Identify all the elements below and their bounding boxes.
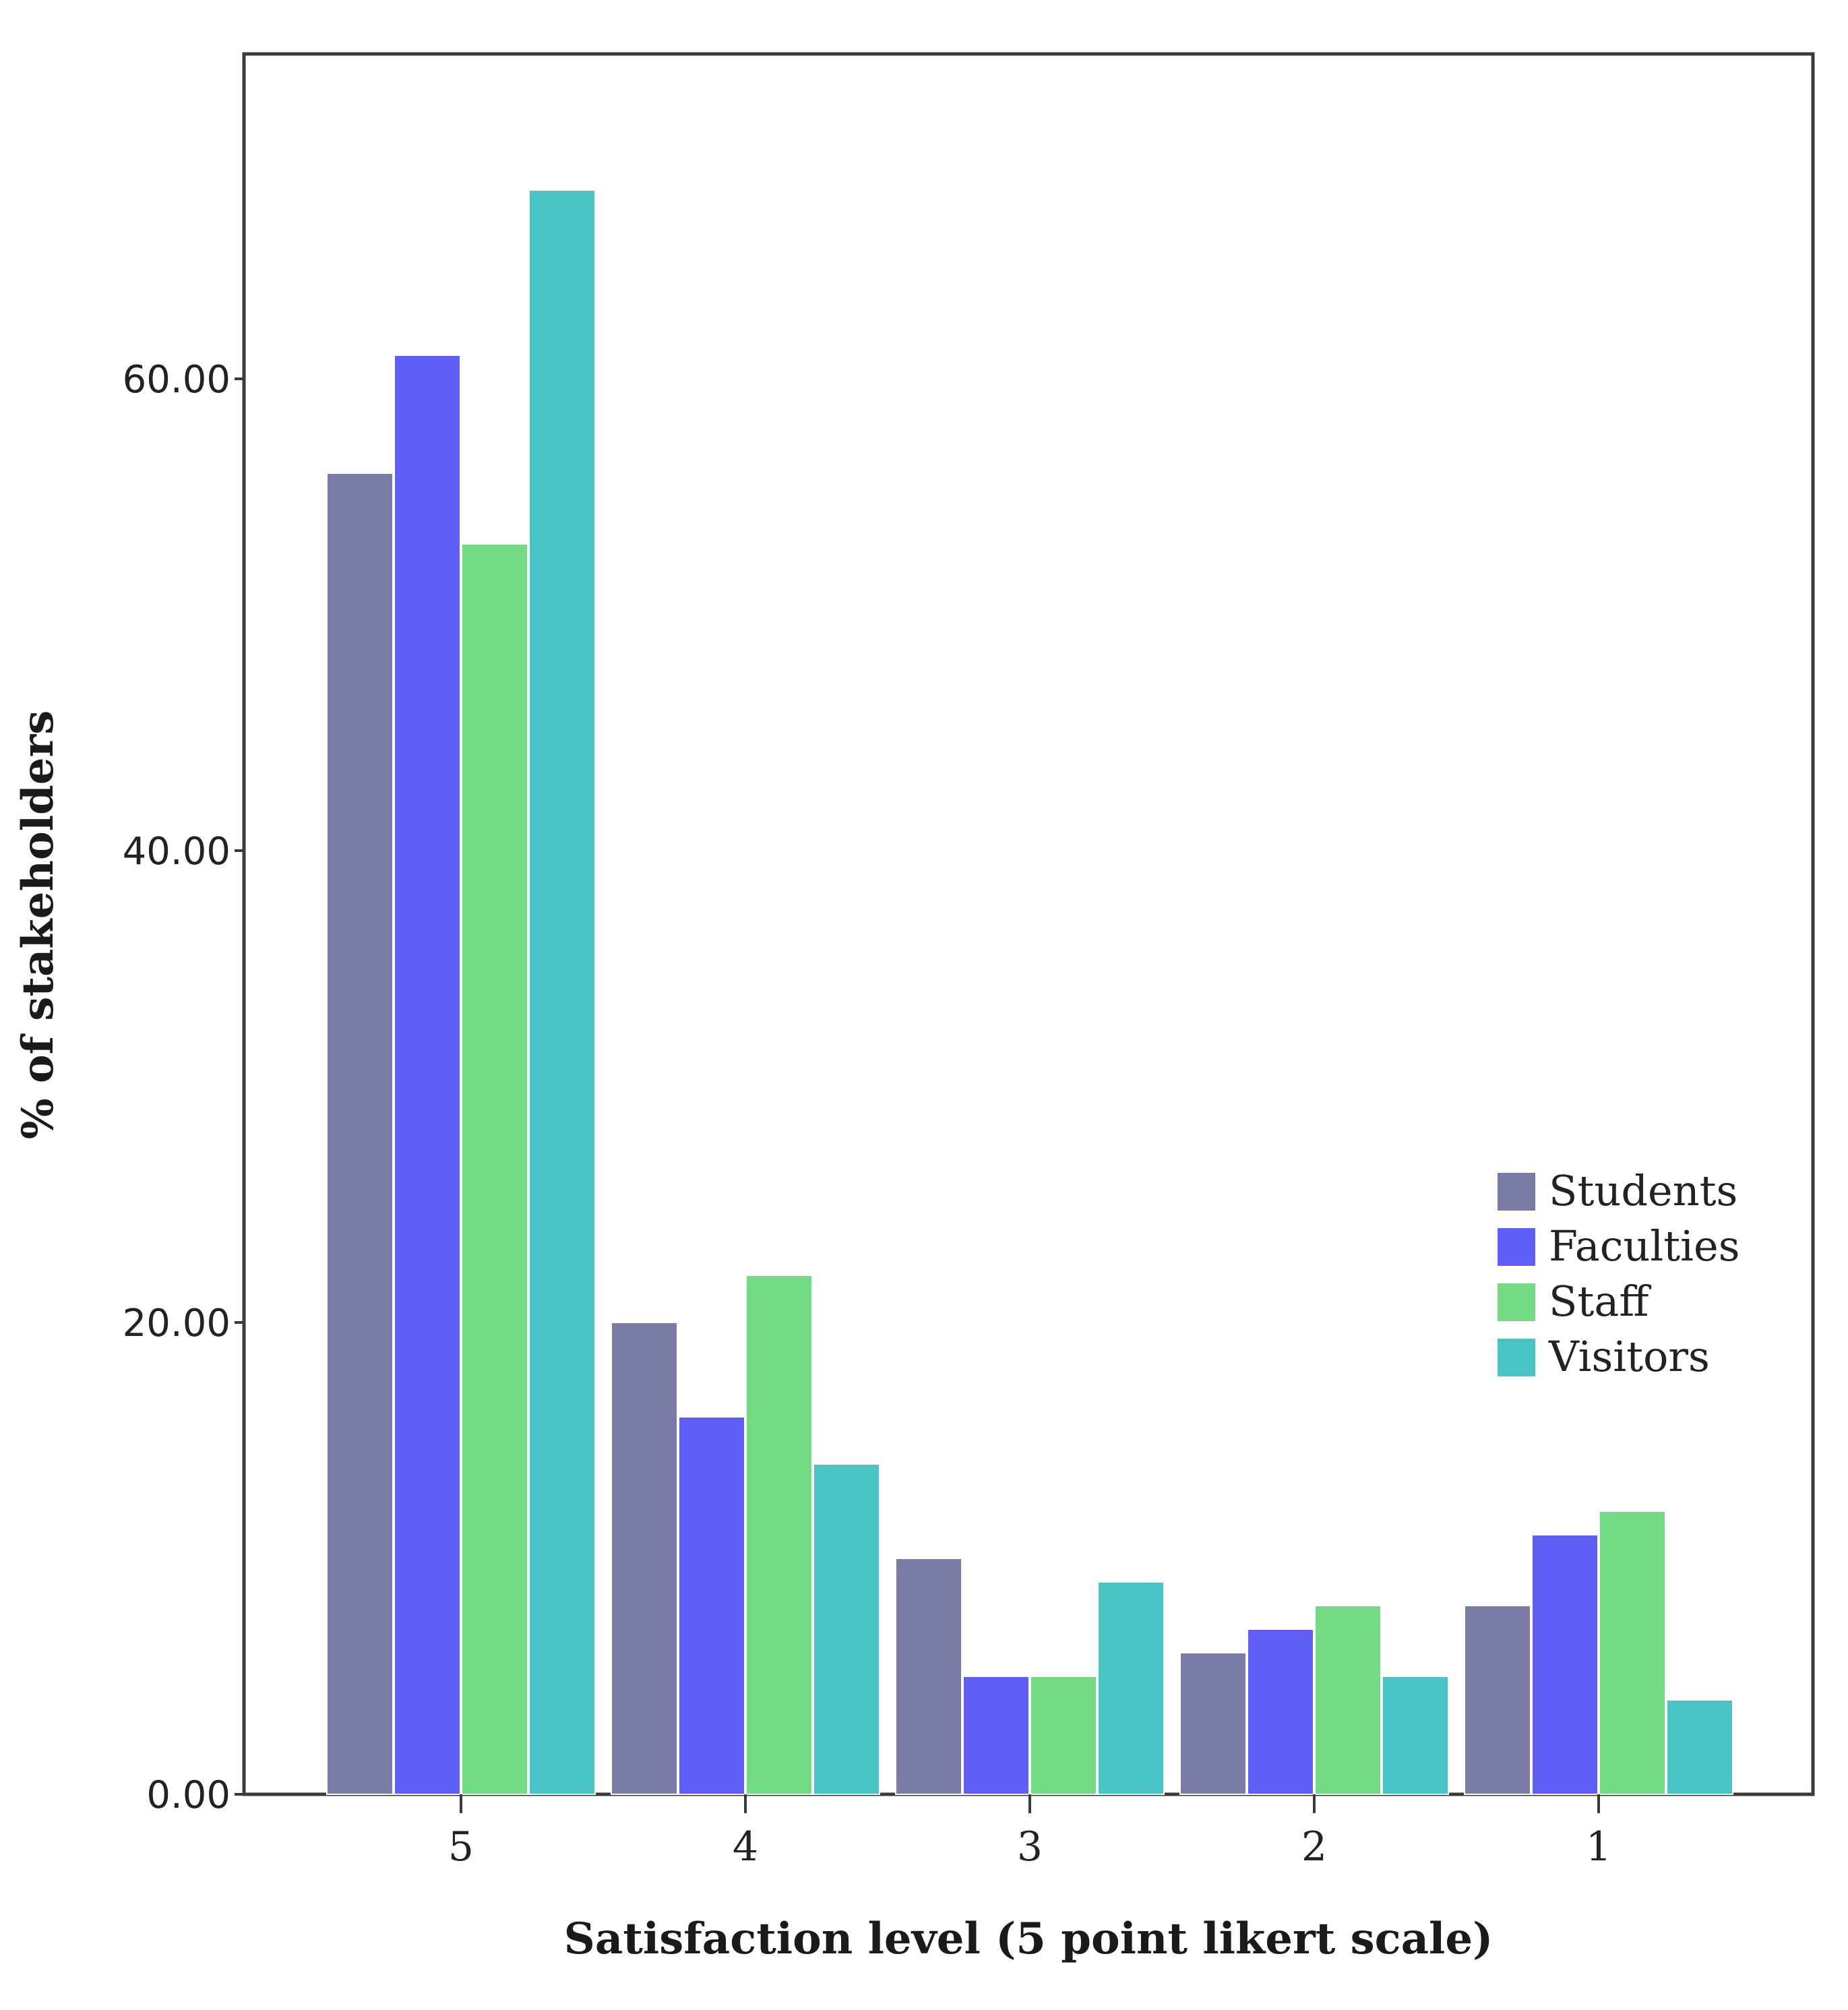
bar-faculties-4	[678, 1416, 745, 1795]
x-category-label: 1	[1586, 1823, 1611, 1870]
bars-layer	[326, 189, 1733, 1795]
legend-swatch-staff	[1498, 1283, 1535, 1321]
bar-students-1	[1464, 1605, 1531, 1795]
bar-faculties-1	[1531, 1534, 1599, 1795]
bar-staff-5	[461, 543, 528, 1795]
y-tick-label: 60.00	[123, 358, 230, 402]
x-category-label: 4	[733, 1823, 758, 1870]
bar-faculties-2	[1247, 1628, 1314, 1795]
legend: Students Faculties Staff Visitors	[1498, 1166, 1740, 1381]
x-axis-title: Satisfaction level (5 point likert scale…	[564, 1914, 1493, 1964]
legend-swatch-students	[1498, 1173, 1535, 1211]
legend-swatch-visitors	[1498, 1339, 1535, 1376]
y-axis-title: % of stakeholders	[13, 710, 63, 1139]
y-tick-label: 20.00	[123, 1302, 230, 1345]
bar-students-2	[1179, 1652, 1247, 1795]
legend-swatch-faculties	[1498, 1228, 1535, 1266]
bar-visitors-2	[1382, 1676, 1449, 1795]
y-tick-label: 0.00	[146, 1773, 230, 1817]
bar-staff-3	[1030, 1676, 1097, 1795]
legend-label-visitors: Visitors	[1548, 1332, 1710, 1381]
legend-label-students: Students	[1549, 1166, 1737, 1215]
y-axis: 0.00 20.00 40.00 60.00	[123, 358, 244, 1817]
bar-visitors-1	[1666, 1699, 1733, 1795]
bar-students-5	[326, 473, 394, 1795]
x-category-label: 5	[448, 1823, 474, 1870]
y-tick-label: 40.00	[123, 830, 230, 874]
x-axis: 5 4 3 2 1	[448, 1794, 1611, 1870]
x-category-label: 2	[1301, 1823, 1327, 1870]
bar-visitors-4	[813, 1463, 880, 1795]
bar-visitors-3	[1097, 1581, 1165, 1795]
bar-faculties-3	[962, 1676, 1030, 1795]
bar-staff-4	[745, 1275, 813, 1795]
bar-students-3	[895, 1558, 962, 1795]
legend-label-faculties: Faculties	[1549, 1221, 1740, 1271]
legend-label-staff: Staff	[1549, 1277, 1651, 1326]
bar-visitors-5	[528, 189, 596, 1795]
x-category-label: 3	[1017, 1823, 1043, 1870]
bar-students-4	[611, 1322, 678, 1795]
bar-staff-1	[1599, 1511, 1666, 1795]
bar-staff-2	[1314, 1605, 1382, 1795]
bar-faculties-5	[394, 355, 461, 1795]
